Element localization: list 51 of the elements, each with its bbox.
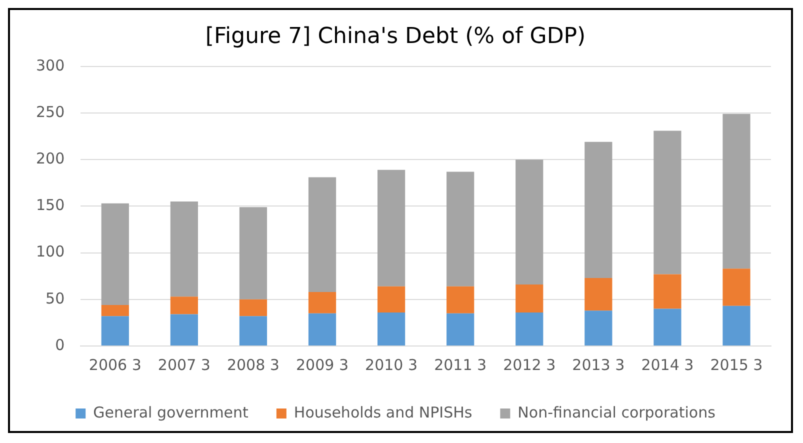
y-tick-label: 50 (46, 289, 65, 308)
x-tick-label: 2006 3 (88, 356, 142, 374)
bar (239, 207, 268, 300)
bar (516, 312, 544, 346)
bar (377, 312, 406, 346)
bar (654, 130, 682, 274)
bar (722, 268, 750, 306)
x-tick-label: 2014 3 (641, 356, 694, 374)
legend-label: Non-financial corporations (518, 403, 716, 422)
x-tick-label: 2008 3 (226, 356, 280, 374)
bar (170, 202, 198, 297)
bar (446, 313, 474, 346)
bar (170, 314, 198, 346)
x-tick-label: 2015 3 (710, 356, 763, 374)
bar (101, 203, 129, 305)
y-tick-label: 200 (36, 149, 65, 168)
bar (446, 286, 474, 314)
bar (516, 160, 544, 284)
y-tick-label: 0 (55, 336, 65, 354)
legend-label: General government (93, 403, 249, 422)
bar (239, 316, 268, 346)
bar (584, 310, 612, 346)
y-tick-label: 300 (36, 56, 65, 74)
bar (377, 286, 406, 312)
bar (308, 313, 336, 346)
bar (654, 308, 682, 346)
bar (516, 284, 544, 312)
y-tick-label: 250 (36, 102, 65, 121)
bar (308, 177, 336, 292)
x-tick-label: 2011 3 (434, 356, 487, 374)
bar (446, 172, 474, 286)
y-tick-label: 150 (36, 196, 65, 214)
x-tick-label: 2013 3 (572, 356, 625, 374)
bar (584, 278, 612, 311)
bar (377, 170, 406, 286)
bar (308, 292, 336, 314)
bar (239, 299, 268, 316)
bar (722, 114, 750, 269)
bar (584, 142, 612, 278)
chart-title: [Figure 7] China's Debt (% of GDP) (205, 24, 586, 49)
x-tick-label: 2012 3 (503, 356, 556, 374)
bar (170, 296, 198, 314)
legend-label: Households and NPISHs (294, 403, 472, 422)
x-tick-label: 2009 3 (296, 356, 349, 374)
bar (722, 306, 750, 346)
x-tick-label: 2007 3 (158, 356, 210, 374)
bar (654, 274, 682, 309)
y-tick-label: 100 (36, 242, 65, 261)
bar (101, 316, 129, 346)
x-tick-label: 2010 3 (365, 356, 418, 374)
bar (101, 304, 129, 316)
